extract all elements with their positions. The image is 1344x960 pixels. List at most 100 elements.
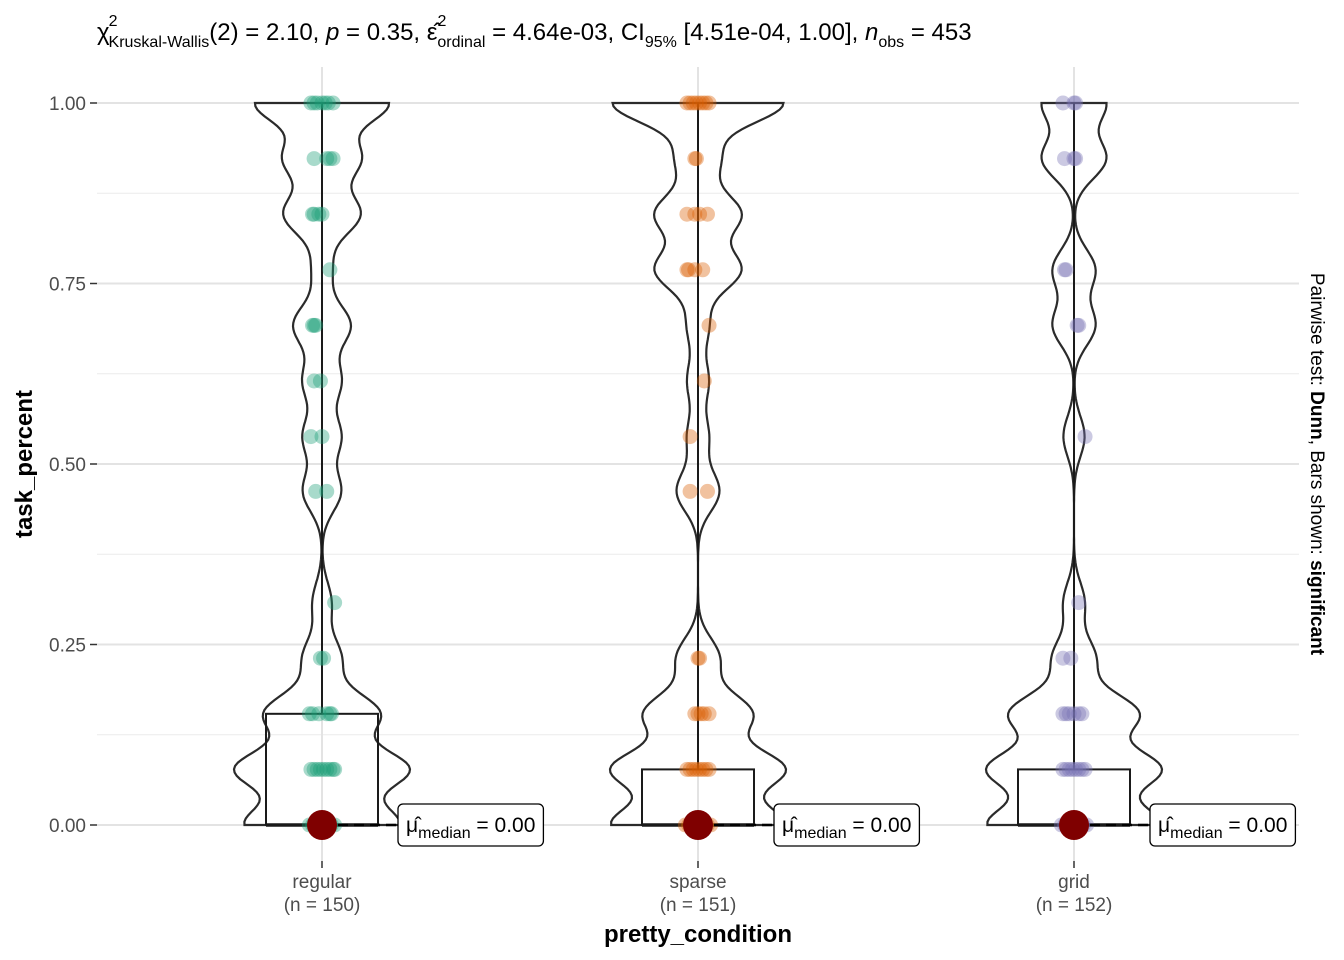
data-point-grid	[1058, 262, 1074, 278]
violin-grid	[984, 101, 1164, 827]
data-point-sparse	[682, 761, 698, 777]
data-point-sparse	[685, 95, 701, 111]
subtitle-epsilon-sub: ordinal	[437, 34, 485, 51]
data-point-regular	[322, 262, 338, 278]
data-point-grid	[1066, 95, 1082, 111]
data-point-regular	[309, 95, 325, 111]
data-point-regular	[325, 95, 341, 111]
x-tick-count-label: (n = 151)	[660, 895, 737, 916]
data-point-sparse	[688, 761, 704, 777]
subtitle: χ2 Kruskal-Wallis(2) = 2.10, p = 0.35, ε̂…	[97, 13, 972, 51]
data-point-grid	[1057, 262, 1073, 278]
data-point-grid	[1074, 761, 1090, 777]
data-point-grid	[1066, 706, 1082, 722]
caption-c: , Bars shown:	[1306, 440, 1327, 560]
data-point-sparse	[692, 206, 708, 222]
y-tick-label: 1.00	[49, 94, 86, 115]
data-point-sparse	[701, 706, 717, 722]
subtitle-n-value: = 453	[904, 19, 971, 46]
data-point-grid	[1069, 317, 1085, 333]
data-point-regular	[311, 706, 327, 722]
data-point-grid	[1057, 151, 1073, 167]
data-point-regular	[305, 206, 321, 222]
data-point-regular	[312, 373, 328, 389]
data-point-grid	[1055, 95, 1071, 111]
median-label-box-sparse	[773, 803, 921, 847]
data-point-sparse	[687, 706, 703, 722]
subtitle-chi-sup: 2	[109, 13, 118, 30]
data-point-sparse	[687, 262, 703, 278]
x-tick-label: sparse	[669, 872, 726, 893]
data-point-regular	[308, 317, 324, 333]
data-point-regular	[306, 317, 322, 333]
data-point-sparse	[690, 650, 706, 666]
data-point-sparse	[687, 151, 703, 167]
data-point-sparse	[679, 95, 695, 111]
data-point-sparse	[685, 761, 701, 777]
subtitle-epsilon-sup: 2	[437, 13, 446, 30]
data-point-sparse	[693, 706, 709, 722]
subtitle-epsilon-value: = 4.64e-03, CI	[485, 19, 644, 46]
data-point-regular	[306, 761, 322, 777]
data-point-sparse	[692, 95, 708, 111]
median-marker-regular	[307, 810, 337, 840]
data-point-sparse	[688, 151, 704, 167]
median-label-box-regular	[397, 803, 545, 847]
data-point-grid	[1061, 706, 1077, 722]
data-point-sparse	[692, 650, 708, 666]
data-point-grid	[1074, 706, 1090, 722]
data-point-grid	[1068, 95, 1084, 111]
median-label-grid: μ̂median = 0.00	[1158, 814, 1287, 842]
y-tick-label: 0.25	[49, 636, 86, 657]
data-point-regular	[309, 761, 325, 777]
data-point-regular	[327, 761, 343, 777]
median-label-sparse: μ̂median = 0.00	[782, 814, 911, 842]
x-tick-label: regular	[292, 872, 352, 893]
y-axis-ticks: 0.00 0.25 0.50 0.75 1.00	[49, 94, 97, 837]
data-point-sparse	[682, 95, 698, 111]
data-point-sparse	[695, 761, 711, 777]
x-axis-ticks: regular(n = 150) sparse(n = 151) grid(n = …	[284, 861, 1113, 916]
data-point-grid	[1077, 761, 1093, 777]
data-point-sparse	[679, 262, 695, 278]
data-point-sparse	[681, 262, 697, 278]
median-marker-sparse	[683, 810, 713, 840]
data-point-regular	[303, 95, 319, 111]
data-point-regular	[306, 95, 322, 111]
data-point-regular	[314, 429, 330, 445]
data-point-regular	[306, 206, 322, 222]
x-tick-count-label: (n = 152)	[1036, 895, 1113, 916]
caption: Pairwise test: Dunn, Bars shown: signifi…	[1306, 273, 1327, 656]
data-point-grid	[1068, 151, 1084, 167]
data-point-grid	[1055, 706, 1071, 722]
data-point-grid	[1066, 151, 1082, 167]
subtitle-n-sub: obs	[878, 34, 904, 51]
median-markers: μ̂median = 0.00 μ̂median = 0.00 μ̂median =…	[307, 803, 1297, 847]
data-point-regular	[320, 95, 336, 111]
data-point-regular	[303, 761, 319, 777]
data-point-grid	[1058, 706, 1074, 722]
data-point-sparse	[679, 761, 695, 777]
data-point-regular	[306, 373, 322, 389]
data-point-regular	[314, 206, 330, 222]
data-point-sparse	[699, 206, 715, 222]
data-point-regular	[308, 483, 324, 499]
y-tick-label: 0.75	[49, 275, 86, 296]
data-point-grid	[1071, 761, 1087, 777]
data-point-regular	[316, 761, 332, 777]
x-tick-label: grid	[1058, 872, 1090, 893]
data-point-regular	[316, 650, 332, 666]
data-point-regular	[312, 761, 328, 777]
data-point-regular	[305, 706, 321, 722]
data-point-regular	[306, 151, 322, 167]
subtitle-ci-value: [4.51e-04, 1.00],	[677, 19, 865, 46]
violin-regular	[232, 101, 412, 827]
data-point-sparse	[682, 483, 698, 499]
data-point-regular	[319, 483, 335, 499]
caption-b: Dunn	[1306, 391, 1327, 440]
data-point-sparse	[698, 761, 714, 777]
x-axis-title: pretty_condition	[604, 921, 792, 948]
data-point-grid	[1071, 317, 1087, 333]
data-point-regular	[314, 95, 330, 111]
data-point-grid	[1061, 761, 1077, 777]
